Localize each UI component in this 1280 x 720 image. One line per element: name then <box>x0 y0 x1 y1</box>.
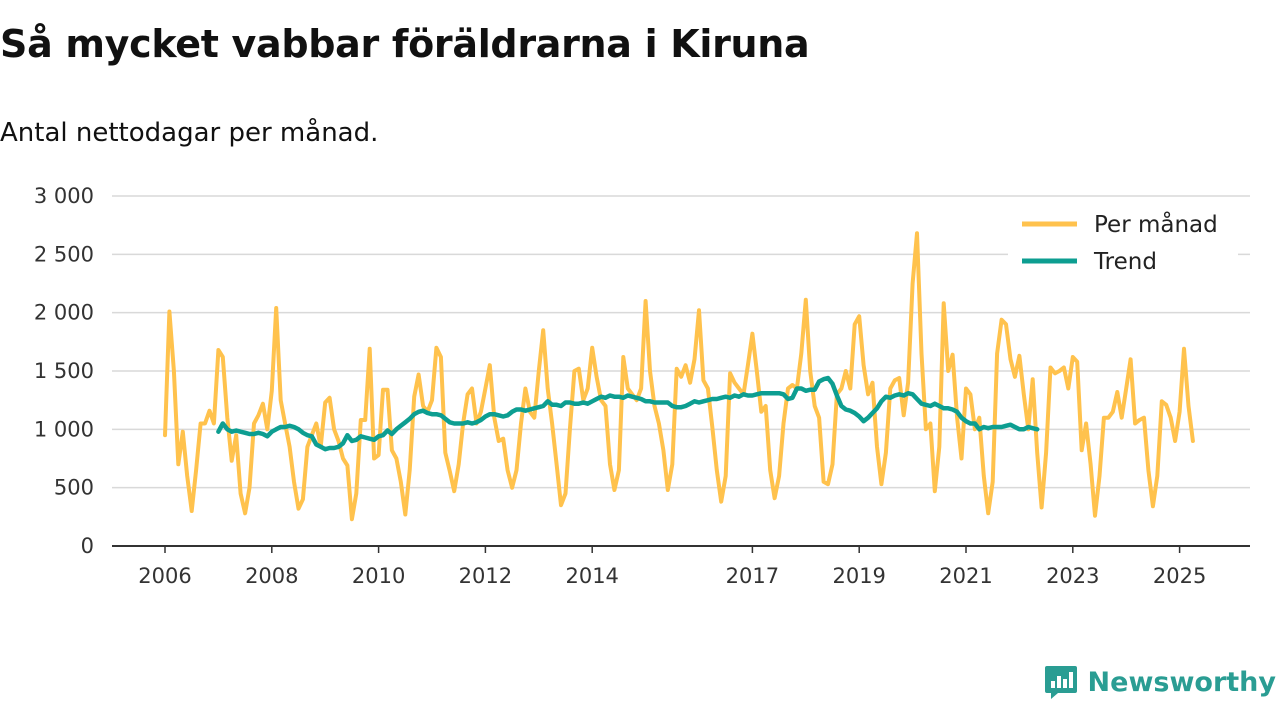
legend: Per månad Trend <box>1008 204 1238 284</box>
series-line-trend <box>216 375 1040 452</box>
legend-label-per-manad: Per månad <box>1094 210 1218 238</box>
x-axis-ticks: 2006 2008 2010 2012 2014 2017 2019 2021 2023 2025 <box>138 546 1206 588</box>
y-tick-label: 1 000 <box>34 417 94 441</box>
x-tick-label: 2006 <box>138 564 191 588</box>
series-line-per-manad <box>163 231 1195 522</box>
x-tick-label: 2008 <box>245 564 298 588</box>
x-tick-label: 2025 <box>1153 564 1206 588</box>
y-tick-label: 0 <box>81 534 94 558</box>
y-axis-ticks: 0 500 1 000 1 500 2 000 2 500 3 000 <box>34 184 94 558</box>
x-tick-label: 2019 <box>832 564 885 588</box>
series-group <box>163 231 1195 522</box>
x-tick-label: 2021 <box>939 564 992 588</box>
y-tick-label: 500 <box>54 476 94 500</box>
y-tick-label: 3 000 <box>34 184 94 208</box>
y-tick-label: 1 500 <box>34 359 94 383</box>
chart-title: Så mycket vabbar föräldrarna i Kiruna <box>0 22 810 66</box>
chart-subtitle: Antal nettodagar per månad. <box>0 118 379 148</box>
x-tick-label: 2010 <box>352 564 405 588</box>
legend-background <box>1008 204 1238 284</box>
legend-label-trend: Trend <box>1093 249 1157 275</box>
x-tick-label: 2017 <box>726 564 779 588</box>
x-tick-label: 2014 <box>565 564 618 588</box>
brand-logo: Newsworthy <box>1044 664 1276 700</box>
x-tick-label: 2012 <box>459 564 512 588</box>
newsworthy-logo-icon <box>1044 666 1077 699</box>
y-tick-label: 2 500 <box>34 242 94 266</box>
brand-name: Newsworthy <box>1087 666 1276 698</box>
y-tick-label: 2 000 <box>34 301 94 325</box>
x-tick-label: 2023 <box>1046 564 1099 588</box>
